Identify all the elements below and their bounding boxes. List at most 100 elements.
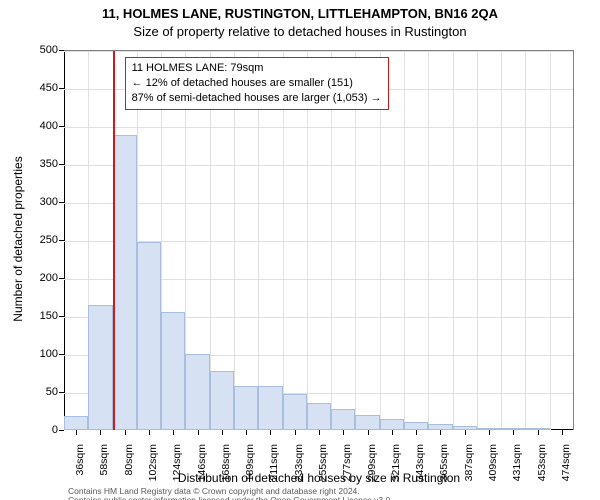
xtick-mark — [295, 430, 296, 435]
gridline-h — [64, 203, 573, 204]
gridline-v — [477, 51, 478, 430]
ytick-label: 300 — [24, 196, 58, 208]
xtick-label: 321sqm — [390, 444, 402, 481]
histogram-bar — [404, 422, 428, 430]
marker-line — [113, 51, 115, 430]
gridline-v — [453, 51, 454, 430]
histogram-bar — [380, 419, 404, 430]
histogram-bar — [88, 305, 112, 430]
histogram-bar — [113, 135, 137, 430]
info-box-line: 87% of semi-detached houses are larger (… — [132, 91, 382, 106]
xtick-label: 124sqm — [171, 444, 183, 481]
xtick-label: 255sqm — [317, 444, 329, 481]
xtick-mark — [343, 430, 344, 435]
ytick-label: 500 — [24, 44, 58, 56]
xtick-mark — [562, 430, 563, 435]
xtick-mark — [392, 430, 393, 435]
ytick-mark — [59, 88, 64, 89]
info-box-line: ← 12% of detached houses are smaller (15… — [132, 76, 382, 91]
gridline-h — [64, 165, 573, 166]
ytick-label: 50 — [24, 386, 58, 398]
ytick-label: 150 — [24, 310, 58, 322]
ytick-label: 0 — [24, 424, 58, 436]
info-box: 11 HOLMES LANE: 79sqm← 12% of detached h… — [125, 57, 389, 110]
xtick-label: 58sqm — [98, 444, 110, 476]
xtick-mark — [100, 430, 101, 435]
chart-container: 11, HOLMES LANE, RUSTINGTON, LITTLEHAMPT… — [0, 0, 600, 500]
xtick-label: 277sqm — [341, 444, 353, 481]
ytick-mark — [59, 392, 64, 393]
xtick-mark — [149, 430, 150, 435]
ytick-label: 250 — [24, 234, 58, 246]
gridline-h — [64, 51, 573, 52]
xtick-label: 102sqm — [147, 444, 159, 481]
gridline-v — [428, 51, 429, 430]
histogram-bar — [64, 416, 88, 430]
histogram-bar — [234, 386, 258, 430]
gridline-v — [550, 51, 551, 430]
xtick-label: 343sqm — [414, 444, 426, 481]
xtick-mark — [489, 430, 490, 435]
xtick-mark — [465, 430, 466, 435]
histogram-bar — [137, 242, 161, 430]
ytick-label: 350 — [24, 158, 58, 170]
ytick-label: 100 — [24, 348, 58, 360]
title-sub: Size of property relative to detached ho… — [0, 24, 600, 39]
xtick-label: 189sqm — [244, 444, 256, 481]
xtick-mark — [368, 430, 369, 435]
plot-area: 11 HOLMES LANE: 79sqm← 12% of detached h… — [64, 50, 574, 430]
ytick-label: 400 — [24, 120, 58, 132]
xtick-label: 36sqm — [74, 444, 86, 476]
ytick-mark — [59, 316, 64, 317]
xtick-mark — [538, 430, 539, 435]
xtick-mark — [513, 430, 514, 435]
xtick-label: 431sqm — [511, 444, 523, 481]
ytick-mark — [59, 50, 64, 51]
xtick-mark — [125, 430, 126, 435]
xtick-label: 453sqm — [536, 444, 548, 481]
xtick-label: 387sqm — [463, 444, 475, 481]
gridline-v — [404, 51, 405, 430]
histogram-bar — [258, 386, 282, 430]
xtick-label: 409sqm — [487, 444, 499, 481]
xtick-mark — [198, 430, 199, 435]
ytick-mark — [59, 164, 64, 165]
xtick-label: 474sqm — [560, 444, 572, 481]
footer-line-2: Contains public sector information licen… — [68, 495, 393, 500]
xtick-mark — [76, 430, 77, 435]
ytick-mark — [59, 278, 64, 279]
xtick-mark — [246, 430, 247, 435]
histogram-bar — [283, 394, 307, 430]
xtick-label: 233sqm — [293, 444, 305, 481]
histogram-bar — [307, 403, 331, 430]
title-main: 11, HOLMES LANE, RUSTINGTON, LITTLEHAMPT… — [0, 6, 600, 21]
y-axis-title: Number of detached properties — [11, 139, 25, 339]
histogram-bar — [210, 371, 234, 430]
gridline-v — [501, 51, 502, 430]
xtick-label: 80sqm — [123, 444, 135, 476]
ytick-mark — [59, 430, 64, 431]
histogram-bar — [355, 415, 379, 430]
xtick-label: 299sqm — [366, 444, 378, 481]
gridline-v — [525, 51, 526, 430]
xtick-label: 146sqm — [196, 444, 208, 481]
ytick-mark — [59, 202, 64, 203]
ytick-label: 450 — [24, 82, 58, 94]
histogram-bar — [185, 354, 209, 430]
ytick-mark — [59, 126, 64, 127]
xtick-mark — [416, 430, 417, 435]
xtick-label: 365sqm — [438, 444, 450, 481]
xtick-mark — [270, 430, 271, 435]
ytick-mark — [59, 354, 64, 355]
xtick-mark — [440, 430, 441, 435]
info-box-line: 11 HOLMES LANE: 79sqm — [132, 61, 382, 76]
ytick-mark — [59, 240, 64, 241]
gridline-h — [64, 127, 573, 128]
xtick-label: 211sqm — [268, 444, 280, 481]
histogram-bar — [331, 409, 355, 430]
xtick-mark — [319, 430, 320, 435]
xtick-mark — [173, 430, 174, 435]
ytick-label: 200 — [24, 272, 58, 284]
xtick-mark — [222, 430, 223, 435]
histogram-bar — [161, 312, 185, 430]
